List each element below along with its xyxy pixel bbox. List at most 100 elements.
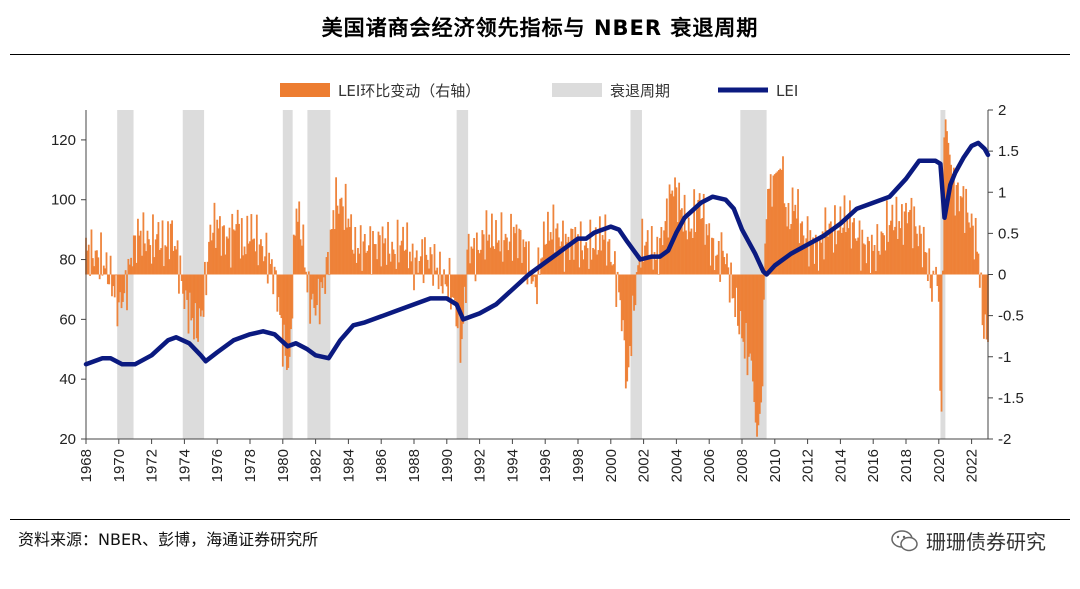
lei-change-bar bbox=[424, 237, 426, 275]
lei-change-bar bbox=[803, 244, 806, 275]
lei-change-bar bbox=[235, 224, 238, 275]
lei-change-bar bbox=[948, 154, 951, 275]
lei-change-bar bbox=[607, 241, 609, 275]
lei-change-bar bbox=[93, 266, 96, 275]
lei-change-bar bbox=[890, 220, 892, 275]
lei-change-bar bbox=[578, 267, 581, 275]
lei-change-bar bbox=[605, 265, 608, 275]
lei-change-bars bbox=[85, 119, 989, 437]
lei-change-bar bbox=[738, 274, 741, 335]
lei-change-bar bbox=[985, 274, 988, 340]
lei-change-bar bbox=[589, 219, 592, 275]
lei-change-bar bbox=[638, 257, 641, 275]
lei-change-bar bbox=[594, 227, 597, 275]
lei-change-bar bbox=[100, 232, 102, 275]
lei-change-bar bbox=[952, 167, 955, 275]
lei-change-bar bbox=[104, 268, 107, 275]
lei-change-bar bbox=[719, 274, 722, 282]
lei-change-bar bbox=[972, 225, 974, 275]
x-tick-label: 1984 bbox=[340, 449, 357, 482]
lei-change-bar bbox=[958, 211, 961, 275]
lei-change-bar bbox=[355, 262, 358, 275]
lei-change-bar bbox=[522, 239, 525, 275]
lei-change-bar bbox=[396, 219, 399, 275]
left-tick-label: 80 bbox=[59, 252, 76, 269]
lei-change-bar bbox=[184, 274, 187, 291]
lei-change-bar bbox=[301, 245, 303, 275]
lei-change-bar bbox=[131, 266, 134, 275]
wechat-icon bbox=[891, 529, 918, 551]
lei-change-bar bbox=[270, 259, 273, 275]
lei-change-bar bbox=[752, 274, 754, 382]
lei-change-bar bbox=[940, 274, 943, 412]
lei-change-bar bbox=[910, 197, 913, 275]
lei-change-bar bbox=[618, 274, 620, 293]
lei-change-bar bbox=[676, 222, 679, 275]
source-note: 资料来源：NBER、彭博，海通证券研究所 bbox=[18, 530, 319, 549]
lei-change-bar bbox=[142, 212, 145, 275]
lei-change-bar bbox=[231, 213, 234, 275]
lei-change-bar bbox=[482, 234, 485, 275]
lei-change-bar bbox=[331, 229, 333, 275]
lei-change-bar bbox=[325, 257, 328, 275]
lei-change-bar bbox=[415, 250, 418, 275]
x-tick-label: 1986 bbox=[373, 449, 390, 482]
lei-change-bar bbox=[969, 227, 972, 275]
lei-change-bar bbox=[512, 226, 515, 275]
lei-change-bar bbox=[716, 254, 719, 275]
lei-change-bar bbox=[347, 218, 350, 275]
lei-change-bar bbox=[976, 251, 978, 275]
lei-change-bar bbox=[827, 236, 829, 275]
x-tick-label: 1970 bbox=[111, 449, 128, 482]
left-tick-label: 60 bbox=[59, 311, 76, 328]
lei-change-bar bbox=[896, 238, 899, 275]
lei-change-bar bbox=[667, 237, 670, 275]
lei-change-bar bbox=[317, 274, 320, 279]
lei-change-bar bbox=[515, 224, 518, 275]
lei-change-bar bbox=[579, 221, 582, 275]
lei-change-bar bbox=[299, 239, 302, 275]
lei-change-bar bbox=[361, 270, 363, 275]
lei-change-bar bbox=[351, 249, 354, 275]
lei-change-bar bbox=[253, 238, 255, 275]
lei-change-bar bbox=[527, 241, 530, 275]
lei-change-bar bbox=[447, 274, 450, 301]
lei-change-bar bbox=[213, 202, 216, 275]
brand-name: 珊珊债券研究 bbox=[926, 530, 1046, 554]
lei-change-bar bbox=[728, 274, 731, 303]
lei-change-bar bbox=[798, 243, 801, 275]
lei-change-bar bbox=[403, 250, 406, 275]
lei-change-bar bbox=[812, 237, 814, 275]
lei-change-bar bbox=[600, 250, 603, 275]
x-tick-label: 2000 bbox=[603, 449, 620, 482]
lei-change-bar bbox=[778, 170, 780, 275]
lei-change-bar bbox=[526, 274, 529, 285]
right-tick-label: 1.5 bbox=[998, 143, 1019, 160]
lei-change-bar bbox=[844, 232, 847, 275]
lei-change-bar bbox=[929, 274, 932, 289]
lei-change-bar bbox=[743, 274, 746, 359]
lei-change-bar bbox=[173, 246, 176, 275]
lei-change-bar bbox=[478, 253, 481, 275]
lei-change-bar bbox=[426, 259, 429, 275]
lei-change-bar bbox=[201, 274, 204, 311]
lei-change-bar bbox=[454, 274, 456, 301]
lei-change-bar bbox=[575, 239, 578, 275]
legend-swatch-recession bbox=[552, 83, 602, 97]
lei-change-bar bbox=[205, 274, 208, 296]
lei-change-bar bbox=[521, 262, 523, 275]
lei-change-bar bbox=[501, 261, 504, 275]
lei-change-bar bbox=[816, 237, 819, 275]
lei-change-bar bbox=[590, 259, 593, 275]
lei-change-bar bbox=[357, 248, 359, 275]
lei-change-bar bbox=[491, 213, 493, 275]
lei-change-bar bbox=[901, 204, 903, 275]
lei-change-bar bbox=[869, 272, 872, 275]
lei-change-bar bbox=[284, 274, 287, 356]
lei-change-bar bbox=[674, 177, 676, 275]
lei-change-bar bbox=[708, 223, 711, 275]
lei-change-bar bbox=[94, 250, 97, 275]
lei-change-bar bbox=[311, 274, 314, 294]
lei-change-bar bbox=[243, 246, 246, 275]
lei-change-bar bbox=[145, 251, 148, 275]
